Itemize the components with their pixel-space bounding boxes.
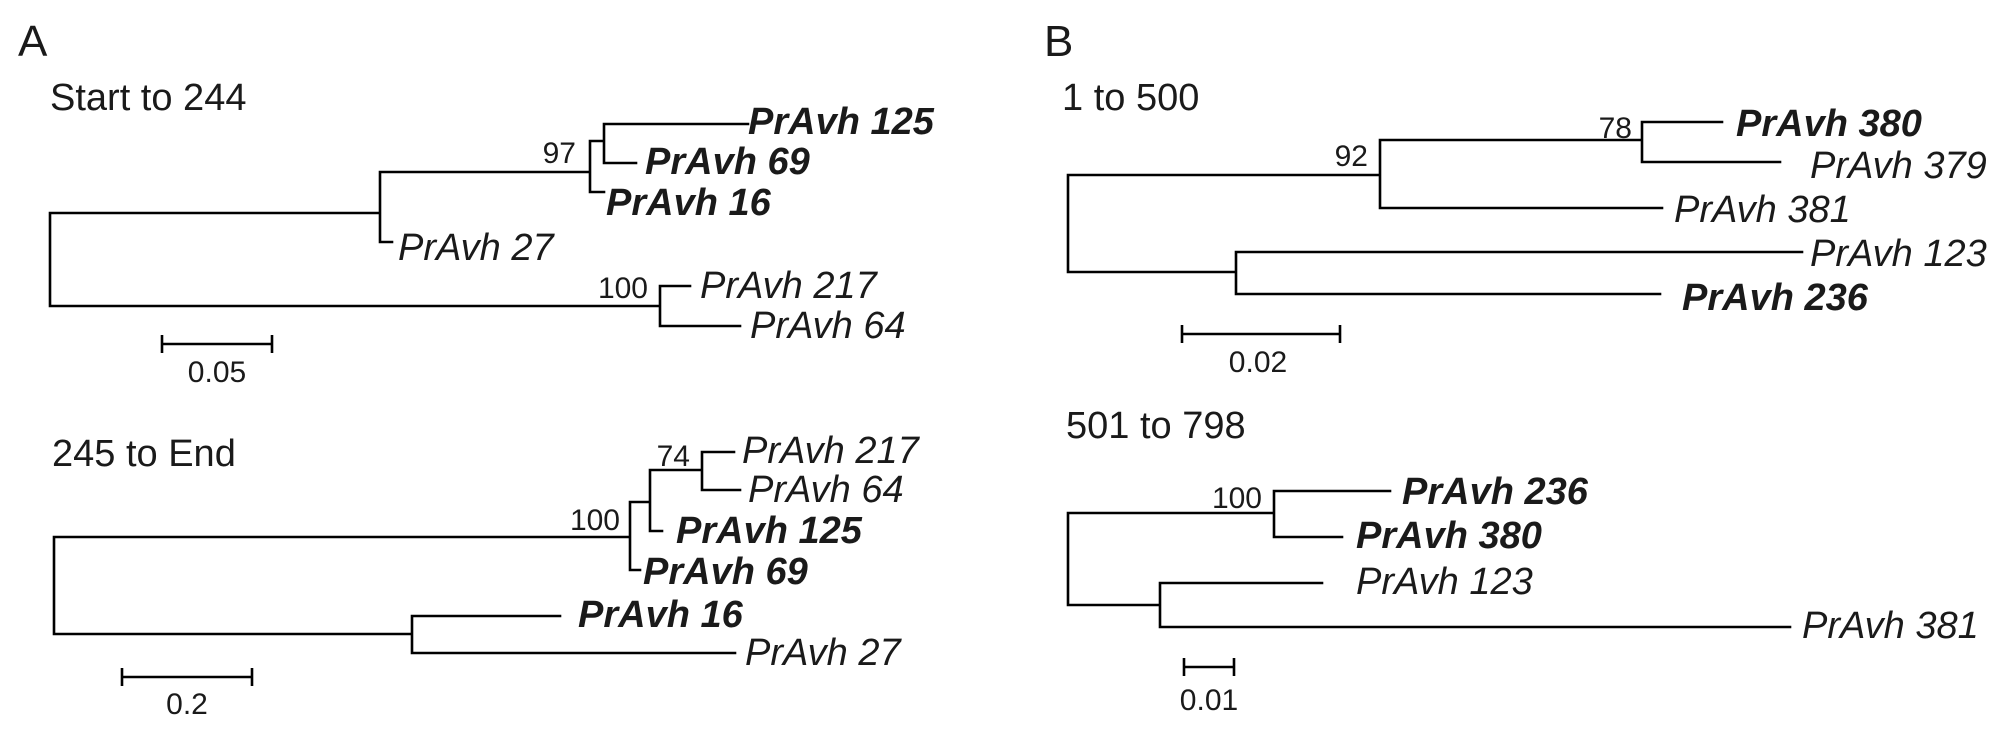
tree-a1: Start to 244 97 100 PrAvh 125 PrAvh 69 P… bbox=[48, 77, 935, 389]
bootstrap-label: 74 bbox=[657, 440, 690, 473]
scale-bar-label: 0.01 bbox=[1180, 684, 1238, 717]
leaf-label: PrAvh 16 bbox=[606, 182, 772, 224]
leaf-label: PrAvh 16 bbox=[578, 594, 744, 636]
leaf-label: PrAvh 217 bbox=[700, 265, 879, 307]
bootstrap-label: 78 bbox=[1599, 112, 1632, 145]
leaf-label: PrAvh 380 bbox=[1736, 103, 1922, 145]
panel-a-label: A bbox=[18, 17, 48, 66]
leaf-label: PrAvh 64 bbox=[750, 305, 906, 347]
scale-bar-label: 0.02 bbox=[1229, 346, 1287, 379]
leaf-label: PrAvh 27 bbox=[745, 632, 902, 674]
leaf-label: PrAvh 217 bbox=[742, 430, 921, 472]
tree-a2-title: 245 to End bbox=[52, 433, 236, 475]
leaf-label: PrAvh 125 bbox=[676, 510, 863, 552]
scale-bar bbox=[160, 335, 274, 353]
bootstrap-label: 100 bbox=[598, 272, 648, 305]
tree-b1: 1 to 500 78 92 PrAvh 380 PrAvh 379 PrAvh… bbox=[1062, 77, 1987, 379]
bootstrap-label: 97 bbox=[543, 137, 576, 170]
leaf-label: PrAvh 379 bbox=[1810, 145, 1987, 187]
leaf-label: PrAvh 69 bbox=[645, 141, 810, 183]
bootstrap-label: 92 bbox=[1335, 140, 1368, 173]
scale-bar bbox=[120, 668, 254, 686]
leaf-label: PrAvh 123 bbox=[1356, 561, 1533, 603]
leaf-label: PrAvh 64 bbox=[748, 469, 904, 511]
panel-b-label: B bbox=[1044, 17, 1073, 66]
tree-a1-title: Start to 244 bbox=[50, 77, 246, 119]
tree-b2: 501 to 798 100 PrAvh 236 PrAvh 380 PrAvh… bbox=[1066, 405, 1979, 717]
scale-bar bbox=[1182, 658, 1236, 676]
tree-b2-branches bbox=[1066, 489, 1792, 629]
bootstrap-label: 100 bbox=[1212, 482, 1262, 515]
leaf-label: PrAvh 380 bbox=[1356, 515, 1542, 557]
tree-a2: 245 to End 74 100 PrAvh 217 PrAvh 64 PrA… bbox=[52, 430, 921, 721]
scale-bar-label: 0.05 bbox=[188, 356, 246, 389]
leaf-label: PrAvh 381 bbox=[1674, 189, 1851, 231]
leaf-label: PrAvh 27 bbox=[398, 227, 555, 269]
scale-bar bbox=[1180, 325, 1342, 343]
scale-bar-label: 0.2 bbox=[166, 688, 208, 721]
tree-b2-title: 501 to 798 bbox=[1066, 405, 1246, 447]
tree-b1-title: 1 to 500 bbox=[1062, 77, 1199, 119]
leaf-label: PrAvh 381 bbox=[1802, 605, 1979, 647]
leaf-label: PrAvh 236 bbox=[1402, 471, 1589, 513]
bootstrap-label: 100 bbox=[570, 504, 620, 537]
leaf-label: PrAvh 125 bbox=[748, 101, 935, 143]
leaf-label: PrAvh 236 bbox=[1682, 277, 1869, 319]
tree-a2-branches bbox=[52, 450, 742, 655]
leaf-label: PrAvh 69 bbox=[643, 551, 808, 593]
tree-b1-branches bbox=[1066, 120, 1804, 296]
tree-a1-branches bbox=[48, 122, 750, 328]
leaf-label: PrAvh 123 bbox=[1810, 233, 1987, 275]
